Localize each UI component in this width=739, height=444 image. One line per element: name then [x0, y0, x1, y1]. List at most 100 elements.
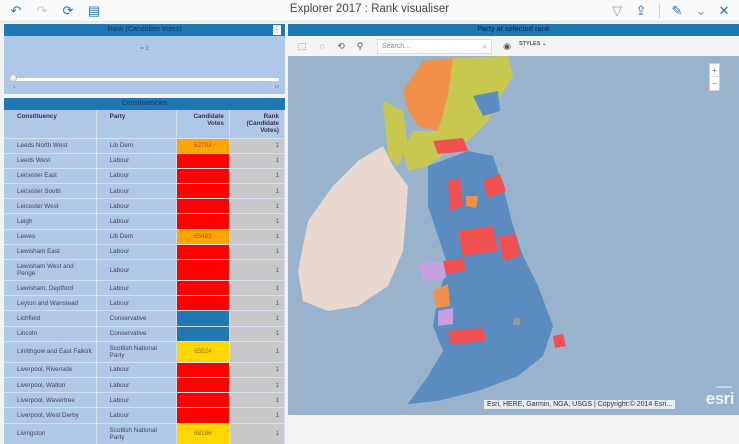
- table-row[interactable]: Leicester South Labour 1: [4, 183, 286, 199]
- zoom-out-button[interactable]: −: [712, 79, 717, 88]
- map-search-input[interactable]: Search... ⌕: [377, 39, 492, 54]
- close-icon[interactable]: ✕: [718, 3, 730, 18]
- layers-icon[interactable]: ◉: [503, 41, 511, 51]
- table-row[interactable]: Linlithgow and East Falkirk Scottish Nati…: [4, 340, 286, 363]
- cell-party: Lib Dem: [96, 137, 177, 154]
- cell-rank: 1: [229, 198, 286, 214]
- rect-select-icon[interactable]: ⬚: [297, 41, 307, 51]
- cell-constituency: Lewes: [4, 228, 97, 245]
- table-row[interactable]: Lewes Lib Dem 65483 1: [4, 228, 286, 245]
- more-icon[interactable]: ⋮: [273, 25, 281, 35]
- cell-candidate-votes: [176, 376, 230, 393]
- table-row[interactable]: Lewisham, Deptford Labour 1: [4, 279, 286, 296]
- cell-rank: 1: [229, 392, 286, 408]
- table-row[interactable]: Liverpool, West Derby Labour 1: [4, 407, 286, 423]
- map-attribution: Esri, HERE, Garmin, NGA, USGS | Copyrigh…: [484, 400, 676, 409]
- col-party[interactable]: Party: [96, 110, 177, 138]
- cell-candidate-votes: [176, 183, 230, 199]
- cell-constituency: Leicester West: [4, 198, 97, 214]
- share-icon[interactable]: ⇪: [635, 3, 647, 18]
- slider-min-label: 1: [13, 84, 16, 89]
- rank-slider-thumb[interactable]: [9, 74, 17, 82]
- cell-party: Scottish National Party: [96, 340, 177, 363]
- styles-dropdown[interactable]: STYLES ⌄: [519, 41, 547, 47]
- edit-icon[interactable]: ✎: [671, 3, 683, 18]
- cell-candidate-votes: [176, 295, 230, 311]
- table-row[interactable]: Liverpool, Wavertree Labour 1: [4, 392, 286, 408]
- polygon-select-icon[interactable]: ⟲: [337, 41, 345, 51]
- zoom-controls: + −: [709, 63, 720, 91]
- cell-rank: 1: [229, 361, 286, 378]
- table-row[interactable]: Lewisham West and Penge Labour 1: [4, 259, 286, 281]
- col-rank[interactable]: Rank (Candidate Votes): [229, 110, 286, 138]
- col-constituency[interactable]: Constituency: [4, 110, 97, 138]
- clear-pin-icon[interactable]: ⚲: [356, 41, 364, 51]
- cell-candidate-votes: [176, 167, 230, 184]
- zoom-in-button[interactable]: +: [710, 64, 719, 77]
- rank-panel-header: Rank (Candidate Votes): [4, 24, 285, 36]
- map-title: Party at selected rank: [477, 26, 550, 33]
- table-row[interactable]: Leyton and Wanstead Labour 1: [4, 295, 286, 311]
- cell-rank: 1: [229, 340, 286, 363]
- constituencies-panel: Constituencies Constituency Party Candid…: [4, 98, 286, 444]
- cell-party: Scottish National Party: [96, 422, 177, 444]
- app-header: ↶ ↷ ⟳ ▤ Explorer 2017 : Rank visualiser …: [0, 0, 739, 22]
- lasso-select-icon[interactable]: ◌: [319, 41, 325, 51]
- cell-constituency: Livingston: [4, 422, 97, 444]
- cell-constituency: Lincoln: [4, 325, 97, 342]
- map-pane: Party at selected rank ⬚ ◌ ⟲ ⚲ Search...…: [288, 24, 739, 415]
- cell-constituency: Leyton and Wanstead: [4, 295, 97, 311]
- cell-rank: 1: [229, 376, 286, 393]
- search-placeholder: Search...: [382, 43, 411, 50]
- cell-candidate-votes: [176, 361, 230, 378]
- cell-candidate-votes: [176, 392, 230, 408]
- table-row[interactable]: Livingston Scottish National Party 68196 1: [4, 422, 286, 444]
- constituencies-table: Constituency Party Candidate Votes Rank …: [4, 110, 286, 444]
- cell-rank: 1: [229, 167, 286, 184]
- cell-party: Labour: [96, 152, 177, 169]
- table-row[interactable]: Leeds West Labour 1: [4, 152, 286, 169]
- search-icon[interactable]: ⌕: [482, 42, 487, 51]
- collapse-icon[interactable]: ⌄: [695, 3, 707, 18]
- cell-party: Conservative: [96, 310, 177, 327]
- rank-slider-track[interactable]: [12, 78, 279, 81]
- cell-party: Labour: [96, 213, 177, 230]
- notes-icon[interactable]: ▤: [87, 3, 101, 18]
- col-candidate-votes[interactable]: Candidate Votes: [176, 110, 230, 138]
- cell-constituency: Liverpool, Walton: [4, 376, 97, 393]
- table-row[interactable]: Leeds North West Lib Dem 52793 1: [4, 137, 286, 154]
- table-row[interactable]: Liverpool, Walton Labour 1: [4, 376, 286, 393]
- table-row[interactable]: Liverpool, Riverside Labour 1: [4, 361, 286, 378]
- cell-constituency: Lichfield: [4, 310, 97, 327]
- cell-party: Labour: [96, 243, 177, 260]
- cell-rank: 1: [229, 295, 286, 311]
- undo-icon[interactable]: ↶: [10, 3, 22, 18]
- left-pane: Rank (Candidate Votes) ⋮ = 1 1 10 Consti…: [4, 24, 286, 444]
- cell-constituency: Lewisham, Deptford: [4, 279, 97, 296]
- cell-constituency: Leigh: [4, 213, 97, 230]
- cell-rank: 1: [229, 325, 286, 342]
- refresh-icon[interactable]: ⟳: [62, 3, 74, 18]
- table-row[interactable]: Lincoln Conservative 1: [4, 325, 286, 342]
- page-title: Explorer 2017 : Rank visualiser: [289, 3, 450, 15]
- cell-constituency: Leicester East: [4, 167, 97, 184]
- table-row[interactable]: Leicester West Labour 1: [4, 198, 286, 214]
- cell-candidate-votes: 65524: [176, 340, 230, 363]
- map-toolbar: ⬚ ◌ ⟲ ⚲ Search... ⌕ ◉ STYLES ⌄: [288, 36, 739, 56]
- cell-constituency: Lewisham West and Penge: [4, 259, 97, 281]
- table-row[interactable]: Leigh Labour 1: [4, 213, 286, 230]
- cell-party: Lib Dem: [96, 228, 177, 245]
- cell-constituency: Leeds West: [4, 152, 97, 169]
- uk-map[interactable]: + − Esri, HERE, Garmin, NGA, USGS | Copy…: [288, 56, 739, 415]
- cell-rank: 1: [229, 422, 286, 444]
- cell-party: Labour: [96, 198, 177, 214]
- cell-rank: 1: [229, 152, 286, 169]
- table-row[interactable]: Lewisham East Labour 1: [4, 243, 286, 260]
- cell-constituency: Liverpool, Wavertree: [4, 392, 97, 408]
- cell-party: Labour: [96, 167, 177, 184]
- table-row[interactable]: Leicester East Labour 1: [4, 167, 286, 184]
- filter-icon[interactable]: ▽: [612, 3, 622, 18]
- table-row[interactable]: Lichfield Conservative 1: [4, 310, 286, 327]
- redo-icon[interactable]: ↷: [36, 3, 48, 18]
- cell-constituency: Leicester South: [4, 183, 97, 199]
